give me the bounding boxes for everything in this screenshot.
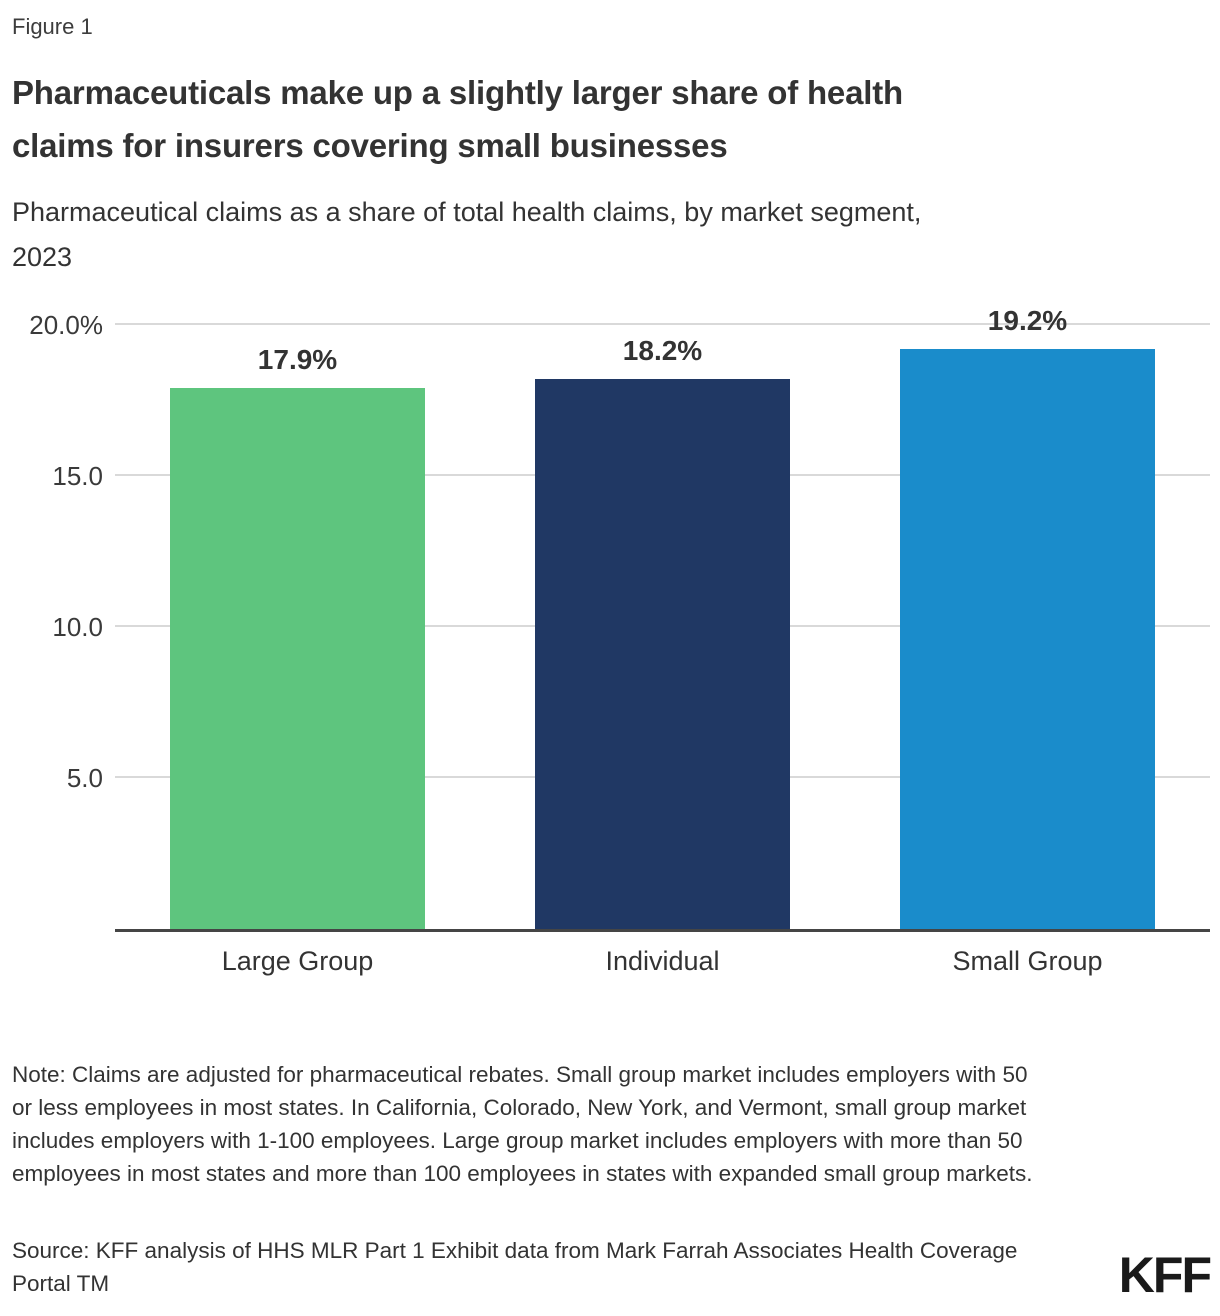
bar-value-label: 19.2% bbox=[987, 305, 1068, 337]
bar bbox=[170, 388, 425, 929]
figure-label: Figure 1 bbox=[12, 14, 93, 39]
gridline bbox=[115, 323, 1210, 325]
y-tick-label: 20.0% bbox=[29, 310, 103, 340]
y-tick-label: 15.0 bbox=[52, 461, 103, 491]
chart-subtitle: Pharmaceutical claims as a share of tota… bbox=[12, 190, 1202, 280]
x-axis-label: Small Group bbox=[952, 946, 1103, 976]
bar-chart: 17.9% 18.2% 19.2% 5.0 10.0 15.0 20.0% Large Gr… bbox=[0, 300, 1220, 1000]
kff-logo: KFF bbox=[1118, 1247, 1212, 1303]
chart-subtitle-line2: 2023 bbox=[12, 242, 73, 272]
page-title-line1: Pharmaceuticals make up a slightly large… bbox=[12, 74, 903, 111]
chart-subtitle-line1: Pharmaceutical claims as a share of tota… bbox=[12, 197, 922, 227]
bar bbox=[535, 379, 790, 929]
page-title-line2: claims for insurers covering small busin… bbox=[12, 127, 728, 164]
y-tick-label: 5.0 bbox=[66, 763, 103, 793]
page-title: Pharmaceuticals make up a slightly large… bbox=[12, 66, 1202, 172]
bar-value-label: 18.2% bbox=[622, 335, 703, 367]
x-axis-label: Large Group bbox=[221, 946, 374, 976]
x-axis-label: Individual bbox=[605, 946, 720, 976]
source-text: Source: KFF analysis of HHS MLR Part 1 E… bbox=[12, 1238, 1018, 1296]
plot-area: 17.9% 18.2% 19.2% bbox=[115, 300, 1210, 932]
y-tick-label: 10.0 bbox=[52, 612, 103, 642]
bar bbox=[900, 349, 1155, 929]
bar-value-label: 17.9% bbox=[257, 344, 338, 376]
note-text: Note: Claims are adjusted for pharmaceut… bbox=[12, 1062, 1033, 1186]
